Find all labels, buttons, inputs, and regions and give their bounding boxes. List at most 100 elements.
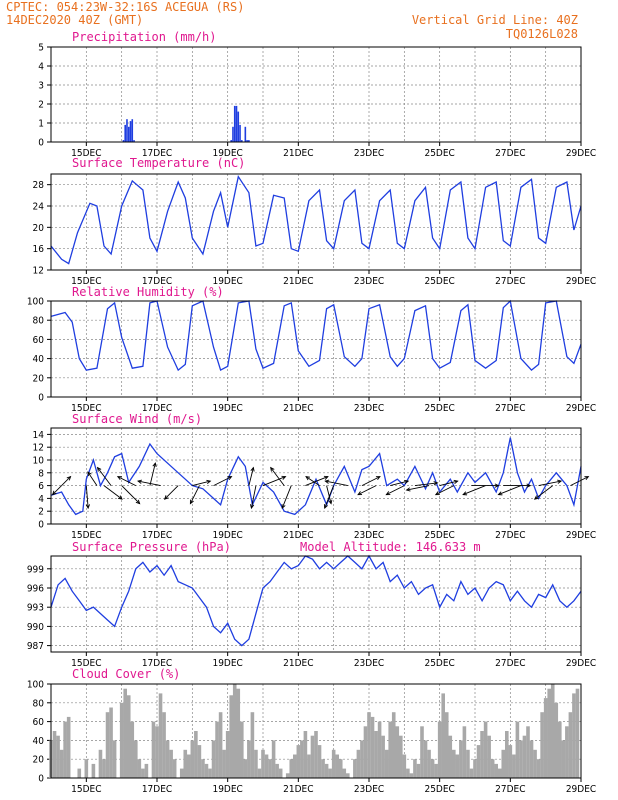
wind-arrow-head bbox=[497, 491, 503, 496]
wind-arrow bbox=[117, 476, 137, 487]
model-altitude-label: Model Altitude: 146.633 m bbox=[300, 540, 481, 554]
precipitation-ytick-label: 1 bbox=[38, 119, 44, 130]
cloud-bar bbox=[388, 721, 392, 778]
temperature-ytick-label: 16 bbox=[33, 244, 45, 255]
wind-arrow-head bbox=[163, 495, 169, 500]
cloud-bar bbox=[247, 740, 251, 778]
pressure-xtick-label: 27DEC bbox=[495, 658, 525, 669]
pressure-xtick-label: 23DEC bbox=[354, 658, 384, 669]
precipitation-xtick-label: 15DEC bbox=[71, 148, 101, 159]
cloud-bar bbox=[328, 768, 332, 778]
cloud-bar bbox=[406, 768, 410, 778]
humidity-ytick-label: 20 bbox=[33, 373, 45, 384]
wind-xtick-label: 25DEC bbox=[424, 530, 454, 541]
wind-xtick-label: 17DEC bbox=[142, 530, 172, 541]
cloud-bar bbox=[413, 759, 417, 778]
precipitation-bar bbox=[241, 140, 243, 142]
wind-arrow-head bbox=[526, 483, 532, 488]
wind-arrow-head bbox=[281, 475, 287, 480]
wind-arrow-head bbox=[227, 476, 233, 481]
cloud-bar bbox=[473, 759, 477, 778]
wind-arrow-head bbox=[323, 504, 328, 510]
pressure-frame bbox=[50, 555, 582, 653]
cloud-bar bbox=[384, 749, 389, 778]
cloud-bar bbox=[162, 712, 166, 778]
cloud-bar bbox=[201, 759, 205, 778]
wind-arrow-head bbox=[87, 471, 92, 477]
cloud-bar bbox=[476, 745, 481, 778]
cloud-bar bbox=[483, 721, 488, 778]
wind-arrow bbox=[262, 476, 286, 487]
cloud-bar bbox=[331, 749, 336, 778]
wind-frame bbox=[50, 427, 582, 525]
cloud-bar bbox=[268, 759, 272, 778]
wind-arrow-head bbox=[116, 476, 122, 481]
precipitation-xtick-label: 27DEC bbox=[495, 148, 525, 159]
cloud-bar bbox=[505, 731, 509, 778]
cloud-bar bbox=[409, 773, 414, 778]
wind-arrow-head bbox=[385, 491, 391, 496]
wind-arrow-head bbox=[51, 490, 57, 496]
cloud-bar bbox=[183, 749, 188, 778]
wind-arrow bbox=[103, 485, 123, 500]
wind-arrow bbox=[305, 476, 320, 486]
wind-arrow bbox=[87, 471, 98, 486]
precipitation-xtick-label: 21DEC bbox=[283, 148, 313, 159]
cloud-bar bbox=[165, 740, 170, 778]
cloud-bar bbox=[391, 712, 396, 778]
pressure-title: Surface Pressure (hPa) bbox=[72, 540, 231, 554]
cloud-bar bbox=[568, 712, 573, 778]
cloud-xtick-label: 19DEC bbox=[212, 784, 242, 795]
temperature-series-line bbox=[50, 175, 582, 265]
temperature-panel: Surface Temperature (nC) 12 16 20 24 28 15DEC… bbox=[33, 156, 597, 287]
cloud-bar bbox=[197, 745, 202, 778]
cloud-bar bbox=[353, 759, 357, 778]
wind-arrow bbox=[189, 485, 200, 504]
humidity-xtick-label: 15DEC bbox=[71, 403, 101, 414]
wind-arrow-head bbox=[453, 479, 459, 485]
precipitation-bar bbox=[233, 105, 236, 142]
cloud-bar bbox=[293, 754, 297, 778]
cloud-bar bbox=[141, 768, 145, 778]
cloud-bar bbox=[105, 712, 110, 778]
cloud-bar bbox=[250, 712, 255, 778]
cloud-bar bbox=[558, 721, 562, 778]
cloud-bar bbox=[377, 721, 382, 778]
precipitation-title: Precipitation (mm/h) bbox=[72, 30, 217, 44]
cloud-bar bbox=[540, 712, 544, 778]
cloud-bar bbox=[130, 721, 135, 778]
header-code: TQ0126L028 bbox=[506, 27, 578, 41]
cloud-bar bbox=[490, 759, 495, 778]
cloud-bar bbox=[423, 740, 428, 778]
wind-arrow-head bbox=[96, 466, 102, 472]
pressure-ytick-label: 996 bbox=[27, 584, 44, 595]
precipitation-xtick-label: 17DEC bbox=[142, 148, 172, 159]
cloud-bar bbox=[222, 749, 226, 778]
wind-arrow-head bbox=[281, 504, 286, 510]
cloud-bar bbox=[469, 768, 474, 778]
cloud-bar bbox=[278, 768, 283, 778]
wind-ytick-label: 10 bbox=[33, 456, 45, 467]
wind-xtick-label: 19DEC bbox=[212, 530, 242, 541]
cloud-bar bbox=[229, 695, 233, 778]
cloud-bar bbox=[441, 693, 445, 778]
precipitation-bar bbox=[244, 126, 247, 142]
pressure-xtick-label: 21DEC bbox=[283, 658, 313, 669]
wind-arrow-head bbox=[117, 495, 123, 500]
wind-arrow bbox=[121, 485, 140, 504]
precipitation-panel: Precipitation (mm/h) 0 1 2 3 4 5 15DEC 17DEC 19D… bbox=[38, 30, 596, 159]
wind-arrow-head bbox=[357, 491, 363, 496]
header-date: 14DEC2020 40Z (GMT) bbox=[6, 13, 143, 27]
wind-arrow-head bbox=[557, 479, 563, 484]
temperature-xtick-label: 29DEC bbox=[566, 276, 596, 287]
cloud-bar bbox=[119, 702, 124, 778]
humidity-xtick-label: 29DEC bbox=[566, 403, 596, 414]
cloud-ytick-label: 80 bbox=[33, 698, 45, 709]
wind-arrow-head bbox=[135, 499, 141, 505]
wind-ytick-label: 6 bbox=[38, 481, 44, 492]
wind-arrow-head bbox=[433, 481, 439, 486]
cloud-bar bbox=[109, 707, 113, 778]
wind-arrow bbox=[439, 480, 458, 487]
wind-arrow-head bbox=[584, 476, 590, 481]
cloud-bar bbox=[123, 688, 127, 778]
